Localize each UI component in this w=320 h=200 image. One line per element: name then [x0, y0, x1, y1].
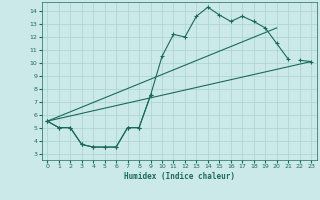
X-axis label: Humidex (Indice chaleur): Humidex (Indice chaleur): [124, 172, 235, 181]
